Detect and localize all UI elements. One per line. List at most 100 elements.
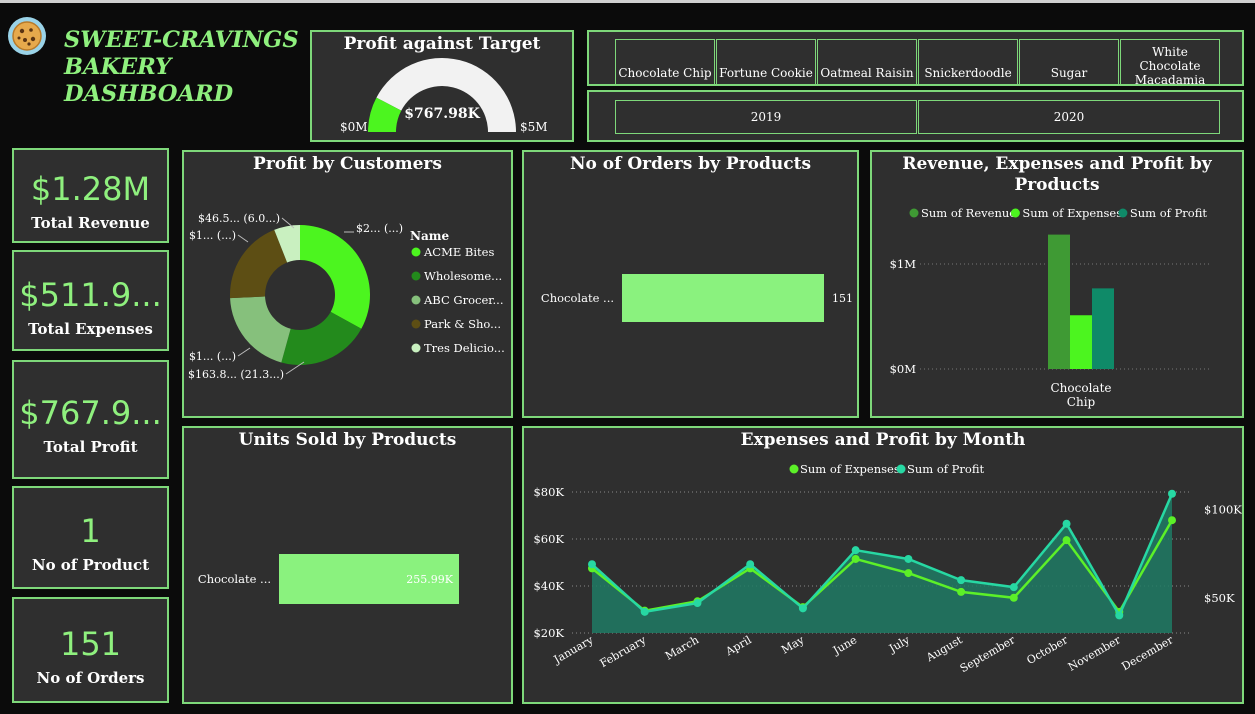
kpi-no-of-orders[interactable]: 151 No of Orders	[12, 597, 169, 703]
x-tick-label-june: June	[830, 633, 859, 657]
x-tick-label-august: August	[923, 633, 965, 665]
point-sum-of-profit-october	[1063, 520, 1071, 528]
point-sum-of-profit-november	[1115, 611, 1123, 619]
bar-chocolate	[622, 274, 824, 322]
kpi-label: No of Product	[14, 556, 167, 574]
bar-data-label: 151	[832, 292, 853, 305]
profit-by-customers-card[interactable]: Profit by Customers $2... (...) $163.8...…	[182, 150, 513, 418]
expenses-profit-month-card[interactable]: Expenses and Profit by Month Sum of Expe…	[522, 426, 1244, 704]
gauge-card[interactable]: Profit against Target $767.98K $0M $5M	[310, 30, 574, 142]
x-tick-label-april: April	[723, 633, 754, 659]
slicer-white-chocolate-macadamia[interactable]: White Chocolate Macadamia	[1120, 39, 1220, 85]
x-tick-label-september: September	[958, 633, 1018, 675]
kpi-label: No of Orders	[14, 669, 167, 687]
kpi-total-expenses[interactable]: $511.9... Total Expenses	[12, 250, 169, 351]
point-sum-of-profit-february	[641, 608, 649, 616]
legend-swatch	[412, 320, 421, 329]
donut-slice-acme-bites	[300, 225, 370, 329]
title-line-1: SWEET-CRAVINGS	[64, 27, 314, 54]
kpi-label: Total Profit	[14, 438, 167, 456]
slicer-chocolate-chip[interactable]: Chocolate Chip	[615, 39, 715, 85]
x-tick-label-july: July	[886, 633, 912, 656]
x-tick-label: Chip	[1067, 395, 1096, 409]
bar-data-label: 255.99K	[406, 573, 453, 586]
bar-sum-of-profit	[1092, 288, 1114, 369]
slicer-year-2020[interactable]: 2020	[918, 100, 1220, 134]
kpi-total-revenue[interactable]: $1.28M Total Revenue	[12, 148, 169, 243]
x-tick-label-february: February	[598, 633, 649, 670]
y-tick-label: $1M	[890, 257, 917, 271]
slicer-fortune-cookie[interactable]: Fortune Cookie	[716, 39, 816, 85]
x-tick-label: Chocolate	[1051, 381, 1112, 395]
title-line-3: DASHBOARD	[64, 81, 314, 108]
category-label: Chocolate ...	[198, 572, 271, 586]
point-sum-of-profit-july	[904, 555, 912, 563]
legend-item-abc-grocer: ABC Grocer...	[423, 293, 503, 307]
y-right-tick-label: $100K	[1204, 503, 1242, 517]
kpi-total-profit[interactable]: $767.9... Total Profit	[12, 360, 169, 479]
kpi-no-of-product[interactable]: 1 No of Product	[12, 486, 169, 589]
dashboard-title: SWEET-CRAVINGS BAKERY DASHBOARD	[64, 27, 314, 108]
point-sum-of-expenses-october	[1063, 536, 1071, 544]
kpi-value: $1.28M	[14, 170, 167, 208]
x-tick-label-may: May	[779, 633, 807, 657]
point-sum-of-profit-december	[1168, 490, 1176, 498]
legend-item-sum-of-profit: Sum of Profit	[1130, 206, 1208, 220]
legend-item-tres-delicio: Tres Delicio...	[424, 341, 505, 355]
y-left-tick-label: $20K	[533, 626, 564, 640]
legend-swatch	[412, 248, 421, 257]
donut-leader-line	[238, 348, 250, 356]
legend-swatch	[412, 296, 421, 305]
point-sum-of-expenses-september	[1010, 594, 1018, 602]
y-right-tick-label: $50K	[1204, 591, 1235, 605]
point-sum-of-expenses-august	[957, 588, 965, 596]
point-sum-of-profit-may	[799, 604, 807, 612]
legend-swatch	[897, 465, 906, 474]
point-sum-of-profit-march	[693, 599, 701, 607]
units-sold-card[interactable]: Units Sold by Products Chocolate ... 255.…	[182, 426, 513, 704]
title-line-2: BAKERY	[64, 54, 314, 81]
legend-swatch	[412, 344, 421, 353]
slicer-snickerdoodle[interactable]: Snickerdoodle	[918, 39, 1018, 85]
x-tick-label-november: November	[1066, 633, 1124, 674]
legend-swatch	[1011, 209, 1020, 218]
legend-swatch	[1118, 209, 1127, 218]
slicer-year-2019[interactable]: 2019	[615, 100, 917, 134]
gauge-max: $5M	[520, 120, 548, 134]
legend-swatch	[910, 209, 919, 218]
point-sum-of-profit-august	[957, 576, 965, 584]
donut-data-label: $46.5... (6.0...)	[198, 212, 280, 225]
kpi-label: Total Revenue	[14, 214, 167, 232]
year-slicer: 2019 2020	[587, 90, 1244, 142]
window-top-edge	[0, 0, 1255, 3]
rev-exp-profit-card[interactable]: Revenue, Expenses and Profit by Products…	[870, 150, 1244, 418]
orders-bar-chart: Chocolate ... 151	[524, 152, 857, 416]
x-tick-label-october: October	[1025, 633, 1071, 667]
product-slicer: Chocolate Chip Fortune Cookie Oatmeal Ra…	[587, 30, 1244, 86]
kpi-label: Total Expenses	[14, 320, 167, 338]
slicer-sugar[interactable]: Sugar	[1019, 39, 1119, 85]
legend-item-sum-of-expenses: Sum of Expenses	[1022, 206, 1122, 220]
donut-slice-abc-grocer	[230, 297, 291, 363]
donut-data-label: $163.8... (21.3...)	[188, 368, 284, 381]
kpi-value: $767.9...	[14, 394, 167, 432]
donut-leader-line	[238, 235, 248, 242]
donut-chart: $2... (...) $163.8... (21.3...) $1... (...…	[184, 152, 511, 416]
y-tick-label: $0M	[890, 362, 917, 376]
orders-by-products-card[interactable]: No of Orders by Products Chocolate ... 15…	[522, 150, 859, 418]
legend-item-sum-of-revenue: Sum of Revenue	[921, 206, 1016, 220]
donut-data-label: $2... (...)	[356, 222, 403, 235]
point-sum-of-expenses-december	[1168, 516, 1176, 524]
legend-swatch	[412, 272, 421, 281]
bar-sum-of-revenue	[1048, 235, 1070, 369]
gauge-min: $0M	[340, 120, 368, 134]
kpi-value: 1	[14, 512, 167, 550]
y-left-tick-label: $60K	[533, 532, 564, 546]
slicer-oatmeal-raisin[interactable]: Oatmeal Raisin	[817, 39, 917, 85]
point-sum-of-profit-january	[588, 560, 596, 568]
donut-data-label: $1... (...)	[189, 350, 236, 363]
y-left-tick-label: $40K	[533, 579, 564, 593]
x-tick-label-march: March	[663, 633, 701, 662]
point-sum-of-profit-june	[852, 546, 860, 554]
bar-sum-of-expenses	[1070, 315, 1092, 369]
